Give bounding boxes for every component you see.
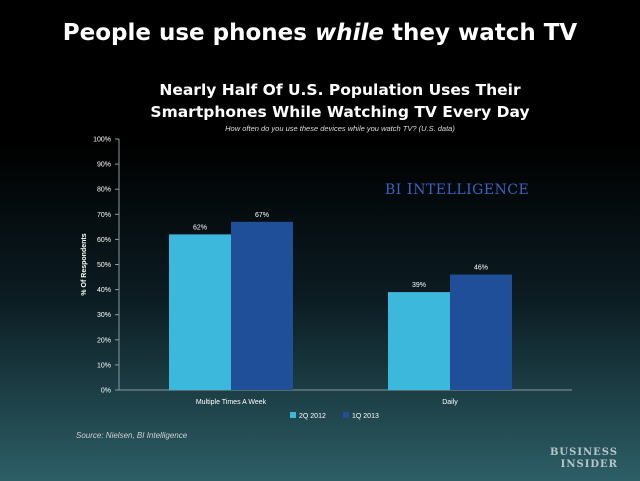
- y-tick-label: 20%: [97, 337, 111, 344]
- bar-value-label: 67%: [255, 212, 269, 219]
- business-insider-logo: BUSINESS INSIDER: [550, 447, 618, 471]
- chart-title: Nearly Half Of U.S. Population Uses Thei…: [120, 79, 560, 123]
- chart-subtitle: How often do you use these devices while…: [225, 124, 455, 133]
- logo-line-2: INSIDER: [560, 459, 618, 470]
- logo-line-1: BUSINESS: [549, 447, 618, 458]
- legend-label: 2Q 2012: [299, 413, 326, 420]
- y-tick-label: 40%: [97, 287, 111, 294]
- y-tick-label: 70%: [97, 212, 111, 219]
- y-tick-label: 10%: [97, 362, 111, 369]
- slide-title-emphasis: while: [314, 20, 384, 46]
- watermark-rest: NTELLIGENCE: [413, 182, 530, 198]
- x-category-label: Daily: [442, 399, 458, 406]
- y-tick-label: 60%: [97, 237, 111, 244]
- y-tick-label: 30%: [97, 312, 111, 319]
- chart-title-line-1: Nearly Half Of U.S. Population Uses Thei…: [159, 81, 521, 99]
- source-note: Source: Nielsen, BI Intelligence: [76, 431, 188, 440]
- legend-swatch: [290, 412, 296, 418]
- bar-value-label: 62%: [193, 224, 207, 231]
- y-tick-label: 50%: [97, 262, 111, 269]
- chart-title-line-2: Smartphones While Watching TV Every Day: [150, 103, 530, 121]
- slide-title-start: People use phones: [62, 20, 315, 46]
- bar-1q2013: [231, 221, 293, 390]
- legend-swatch: [343, 412, 349, 418]
- x-category-label: Multiple Times A Week: [196, 399, 267, 406]
- y-tick-label: 90%: [97, 162, 111, 169]
- bar-2q2012: [388, 292, 450, 390]
- legend-label: 1Q 2013: [352, 413, 379, 420]
- y-axis-title: % Of Respondents: [81, 233, 88, 295]
- bar-value-label: 39%: [412, 282, 426, 289]
- watermark-initial: I: [406, 180, 414, 198]
- bar-value-label: 46%: [474, 265, 488, 272]
- watermark-bi: BI: [385, 182, 407, 198]
- slide-title: People use phones while they watch TV: [0, 20, 640, 46]
- y-tick-label: 100%: [93, 137, 111, 144]
- bar-1q2013: [450, 274, 512, 390]
- slide-title-end: they watch TV: [383, 20, 578, 46]
- y-tick-label: 80%: [97, 187, 111, 194]
- y-tick-label: 0%: [101, 388, 111, 395]
- bar-2q2012: [169, 234, 231, 390]
- bi-intelligence-watermark: BI INTELLIGENCE: [385, 180, 529, 198]
